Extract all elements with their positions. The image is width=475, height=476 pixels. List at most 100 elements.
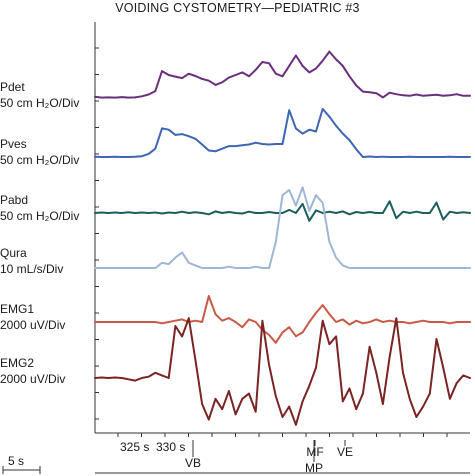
trace-point-emg2 [429, 392, 431, 395]
trace-point-emg1 [348, 323, 351, 326]
trace-point-pabd [308, 220, 311, 222]
trace-point-pves [362, 156, 364, 158]
trace-point-pdet [147, 93, 150, 96]
trace-point-pabd [415, 210, 418, 213]
trace-point-pdet [455, 93, 458, 95]
trace-point-qura [208, 267, 210, 269]
label-emg2: EMG2 [0, 356, 35, 370]
trace-point-pves [328, 115, 331, 118]
trace-point-emg2 [94, 377, 96, 379]
trace-point-pdet [188, 72, 190, 75]
trace-point-pves [455, 156, 458, 158]
trace-point-pves [114, 155, 116, 158]
label-pabd: Pabd [0, 193, 29, 207]
trace-point-emg1 [281, 331, 284, 334]
trace-point-pdet [127, 96, 130, 99]
trace-point-pves [422, 156, 424, 158]
trace-point-qura [321, 202, 324, 204]
trace-point-pabd [469, 212, 471, 214]
trace-point-pdet [248, 75, 250, 78]
trace-point-pves [382, 155, 384, 158]
trace-point-emg2 [362, 392, 364, 395]
trace-point-qura [261, 267, 264, 269]
trace-point-pves [315, 130, 317, 133]
trace-point-pabd [348, 213, 351, 216]
trace-point-emg1 [167, 321, 170, 323]
trace-point-pdet [469, 95, 471, 97]
trace-point-pves [368, 155, 371, 158]
trace-point-pves [254, 141, 257, 144]
trace-point-emg1 [321, 304, 324, 306]
trace-point-qura [408, 267, 411, 269]
trace-point-emg1 [362, 322, 364, 325]
trace-point-qura [241, 267, 244, 269]
trace-point-pves [415, 156, 418, 158]
trace-point-emg1 [295, 335, 297, 338]
trace-point-pves [281, 143, 284, 145]
trace-point-emg2 [415, 416, 418, 418]
trace-point-emg1 [382, 321, 384, 323]
trace-point-qura [342, 264, 344, 267]
trace-point-emg1 [455, 321, 458, 323]
trace-point-pdet [348, 75, 351, 78]
trace-point-pves [94, 155, 96, 158]
trace-point-pdet [100, 96, 103, 99]
trace-point-pves [107, 156, 110, 158]
trace-point-pdet [167, 74, 170, 76]
trace-point-qura [127, 267, 130, 269]
trace-point-pdet [268, 62, 270, 65]
trace-point-emg1 [328, 313, 331, 316]
trace-pabd [94, 200, 471, 222]
trace-point-pves [335, 125, 337, 127]
trace-point-emg1 [469, 321, 471, 323]
trace-point-pves [228, 145, 230, 147]
trace-point-qura [335, 256, 337, 259]
trace-point-emg2 [141, 377, 143, 379]
trace-point-emg2 [107, 377, 110, 379]
trace-point-pdet [328, 50, 331, 53]
trace-point-emg2 [288, 405, 291, 408]
trace-point-emg1 [449, 322, 451, 325]
trace-point-qura [368, 267, 371, 269]
trace-point-pdet [181, 77, 183, 79]
trace-point-pves [127, 156, 130, 158]
trace-point-qura [254, 265, 257, 268]
trace-point-pves [375, 156, 378, 158]
trace-point-emg2 [335, 335, 337, 338]
trace-point-emg1 [114, 321, 116, 323]
trace-point-emg2 [154, 372, 157, 374]
trace-point-pabd [100, 211, 103, 214]
trace-point-pves [141, 155, 143, 157]
trace-point-emg2 [342, 400, 344, 403]
trace-point-pdet [422, 95, 424, 97]
trace-point-pdet [254, 69, 257, 71]
trace-point-pabd [395, 217, 398, 219]
trace-point-qura [134, 267, 136, 269]
trace-point-pdet [368, 91, 371, 93]
trace-point-pves [388, 156, 391, 158]
trace-emg1 [94, 295, 471, 344]
trace-point-pdet [194, 75, 197, 77]
trace-point-qura [449, 267, 451, 269]
trace-point-emg1 [100, 321, 103, 323]
trace-point-emg1 [275, 342, 277, 344]
trace-point-qura [388, 267, 391, 269]
trace-point-pdet [134, 96, 136, 99]
trace-point-qura [328, 241, 331, 243]
event-marker-label: MF [306, 445, 323, 459]
trace-point-pdet [94, 96, 96, 98]
trace-point-qura [147, 267, 150, 269]
trace-point-pabd [388, 200, 391, 203]
trace-point-pves [469, 156, 471, 158]
trace-point-pves [174, 134, 177, 136]
trace-point-emg2 [455, 382, 458, 385]
trace-point-emg1 [121, 321, 123, 323]
trace-point-pabd [114, 211, 116, 214]
trace-point-pves [221, 147, 223, 150]
trace-point-pabd [455, 212, 458, 214]
scale-pdet: 50 cm H₂O/Div [0, 96, 80, 110]
trace-point-pabd [422, 212, 424, 214]
label-pves: Pves [0, 137, 27, 151]
trace-point-pves [188, 135, 190, 137]
